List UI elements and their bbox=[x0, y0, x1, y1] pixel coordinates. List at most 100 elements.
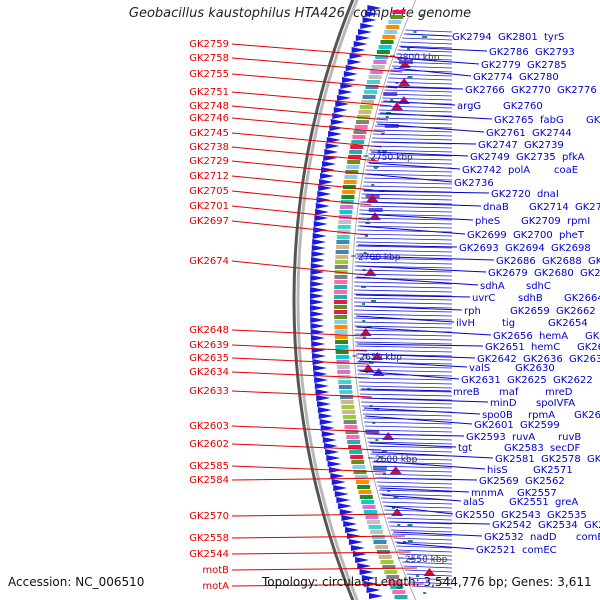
left-gene-label: GK2755 bbox=[189, 69, 229, 80]
gene-leader-line bbox=[373, 129, 453, 133]
forward-gene-arrow bbox=[312, 239, 327, 245]
gene-leader-line bbox=[406, 573, 453, 577]
feature-marker bbox=[407, 540, 413, 542]
left-gene-label: GK2758 bbox=[189, 53, 229, 64]
forward-gene-arrow bbox=[341, 515, 356, 521]
gene-leader-line bbox=[363, 181, 453, 185]
gene-leader-line bbox=[368, 153, 453, 157]
gene-leader-line bbox=[355, 345, 453, 349]
reverse-gene-arrow bbox=[398, 78, 411, 86]
gene-leader-line bbox=[400, 41, 453, 45]
left-label-leader bbox=[231, 117, 386, 133]
forward-gene-arrow bbox=[310, 281, 325, 287]
gene-leader-line bbox=[367, 437, 453, 441]
gene-category-segment bbox=[340, 400, 354, 404]
left-gene-label: motB bbox=[202, 565, 229, 576]
gene-category-segment bbox=[338, 385, 352, 389]
gene-leader-line bbox=[405, 569, 453, 573]
gene-category-segment bbox=[334, 280, 348, 284]
left-label-leader bbox=[231, 146, 379, 162]
forward-gene-arrow bbox=[320, 173, 335, 179]
gene-category-segment bbox=[340, 205, 354, 209]
forward-gene-arrow bbox=[331, 479, 346, 485]
gene-leader-line bbox=[358, 217, 453, 221]
left-gene-label: GK2570 bbox=[189, 511, 229, 522]
forward-gene-arrow bbox=[319, 179, 334, 185]
gene-category-segment bbox=[366, 80, 380, 84]
reverse-gene-arrow bbox=[389, 466, 402, 474]
right-label-leader bbox=[365, 415, 473, 425]
genome-title: Geobacillus kaustophilus HTA426, complet… bbox=[128, 6, 472, 21]
right-gene-label: GK2534 bbox=[538, 520, 578, 531]
gene-category-segment bbox=[386, 25, 400, 29]
forward-gene-arrow bbox=[347, 59, 362, 65]
gene-leader-line bbox=[382, 97, 453, 101]
inner-ring-line bbox=[351, 0, 417, 600]
reverse-gene-arrow bbox=[382, 432, 395, 440]
forward-gene-arrow bbox=[348, 539, 363, 545]
gene-leader-line bbox=[365, 429, 453, 433]
forward-gene-arrow bbox=[364, 581, 379, 587]
gene-category-segment bbox=[353, 130, 367, 134]
right-gene-label: coaE bbox=[554, 165, 578, 176]
forward-gene-arrow bbox=[311, 341, 326, 347]
gene-leader-line bbox=[360, 393, 453, 397]
gene-leader-line bbox=[375, 477, 453, 481]
gene-category-segment bbox=[371, 65, 385, 69]
left-label-leader bbox=[231, 465, 386, 473]
gene-leader-line bbox=[355, 349, 453, 353]
gene-leader-line bbox=[371, 137, 453, 141]
gene-category-segment bbox=[359, 495, 373, 499]
forward-gene-arrow bbox=[313, 221, 328, 227]
left-label-leader bbox=[231, 132, 382, 148]
gene-leader-line bbox=[389, 525, 453, 529]
forward-gene-arrow bbox=[364, 11, 379, 17]
gene-leader-line bbox=[354, 321, 453, 325]
right-label-leader bbox=[380, 487, 470, 493]
left-gene-label: GK2602 bbox=[189, 439, 229, 450]
right-gene-label: GK2569 bbox=[479, 476, 519, 487]
forward-gene-arrow bbox=[343, 71, 358, 77]
forward-gene-arrow bbox=[343, 521, 358, 527]
right-label-leader bbox=[370, 151, 469, 157]
gene-category-segment bbox=[337, 230, 351, 234]
forward-gene-arrow bbox=[317, 407, 332, 413]
gene-category-segment bbox=[378, 45, 392, 49]
forward-gene-arrow bbox=[322, 161, 337, 167]
left-label-leader bbox=[231, 357, 368, 365]
right-gene-label: GK2760 bbox=[503, 101, 543, 112]
gene-category-segment bbox=[345, 170, 359, 174]
gene-category-segment bbox=[335, 350, 349, 354]
feature-marker bbox=[362, 303, 366, 305]
left-gene-label: GK2738 bbox=[189, 142, 229, 153]
gene-category-segment bbox=[390, 15, 404, 19]
left-gene-label: GK2746 bbox=[189, 113, 229, 124]
feature-marker bbox=[422, 36, 428, 38]
forward-gene-arrow bbox=[337, 503, 352, 509]
gene-category-segment bbox=[354, 125, 368, 129]
left-label-leader bbox=[231, 43, 408, 59]
gene-leader-line bbox=[354, 337, 453, 341]
gene-category-segment bbox=[336, 360, 350, 364]
gene-leader-line bbox=[405, 29, 453, 33]
gene-leader-line bbox=[355, 257, 453, 261]
forward-gene-arrow bbox=[312, 233, 327, 239]
left-label-leader bbox=[231, 371, 370, 379]
right-gene-label: GK2581 bbox=[495, 454, 535, 465]
right-gene-label: hemC bbox=[531, 342, 560, 353]
gene-category-segment bbox=[343, 420, 357, 424]
gene-leader-line bbox=[393, 537, 453, 541]
right-gene-label: GK2739 bbox=[524, 140, 564, 151]
right-gene-label: GK2542 bbox=[492, 520, 532, 531]
feature-marker bbox=[381, 150, 387, 152]
gene-category-segment bbox=[368, 75, 382, 79]
gene-category-segment bbox=[382, 565, 396, 569]
feature-marker bbox=[372, 422, 376, 424]
right-gene-label: GK2749 bbox=[470, 152, 510, 163]
gene-category-segment bbox=[342, 185, 356, 189]
feature-marker bbox=[364, 354, 368, 356]
right-gene-label: GK2714 bbox=[529, 202, 569, 213]
